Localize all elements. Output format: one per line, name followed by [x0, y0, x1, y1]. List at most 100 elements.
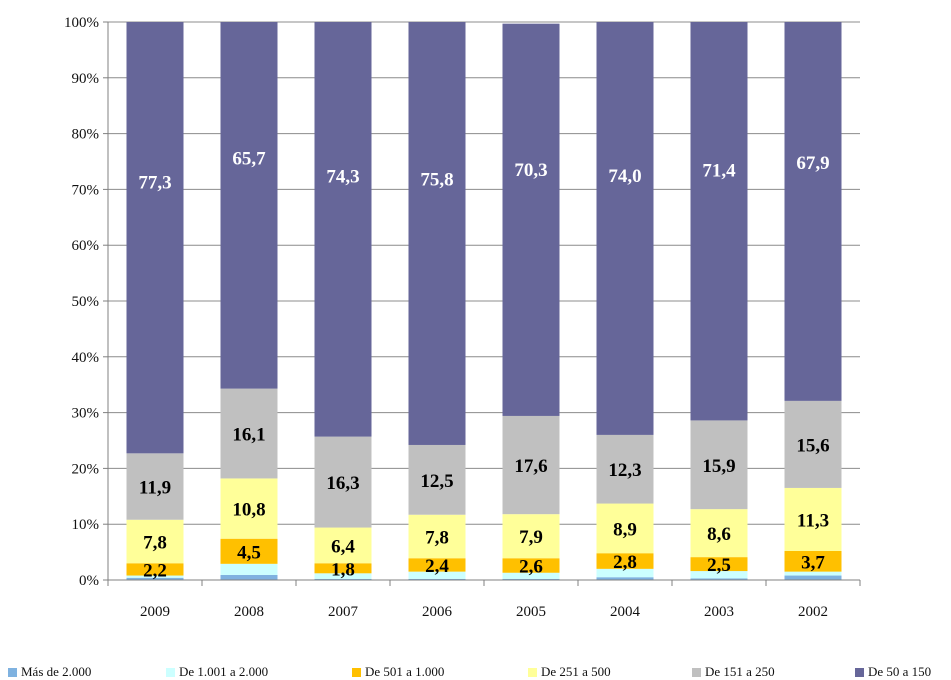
bar-segment [784, 571, 842, 576]
data-label: 7,8 [425, 527, 449, 548]
legend-label: De 251 a 500 [541, 664, 611, 679]
legend-label: De 50 a 150 [868, 664, 932, 679]
data-label: 71,4 [702, 160, 736, 181]
bar-segment [690, 578, 748, 580]
data-label: 67,9 [796, 153, 829, 174]
chart-legend: Más de 2.000 De 1.001 a 2.000 De 501 a 1.0… [8, 664, 951, 680]
data-label: 8,9 [613, 519, 637, 540]
bar-segment [126, 563, 184, 576]
data-label: 74,3 [326, 166, 359, 187]
y-tick-label: 10% [72, 517, 100, 533]
legend-label: Más de 2.000 [21, 664, 92, 679]
x-tick-label: 2006 [422, 604, 453, 620]
data-label: 1,8 [331, 559, 355, 580]
data-label: 16,1 [232, 425, 265, 446]
data-label: 15,9 [702, 456, 735, 477]
bar-segment [314, 573, 372, 579]
legend-item: De 151 a 250 [692, 664, 775, 680]
bar-segment [784, 487, 842, 551]
y-tick-label: 20% [72, 461, 100, 477]
bar-segment [502, 415, 560, 515]
y-tick-label: 60% [72, 238, 100, 254]
bar-segment [408, 514, 466, 559]
bar-segment [784, 550, 842, 572]
data-label: 77,3 [138, 173, 171, 194]
data-label: 7,8 [143, 532, 167, 553]
bar-segment [126, 453, 184, 520]
bar-segment [690, 509, 748, 558]
bar-segment [784, 575, 842, 580]
bar-segment [502, 558, 560, 573]
legend-item: De 1.001 a 2.000 [166, 664, 268, 680]
legend-swatch [692, 667, 701, 677]
x-tick-label: 2009 [140, 604, 170, 620]
data-label: 2,5 [707, 555, 731, 576]
legend-swatch [8, 667, 17, 677]
data-label: 70,3 [514, 160, 547, 181]
legend-item: De 251 a 500 [528, 664, 611, 680]
data-label: 12,5 [420, 471, 453, 492]
data-label: 11,3 [797, 510, 829, 531]
bar-segment [784, 400, 842, 488]
legend-item: Más de 2.000 [8, 664, 91, 680]
bar-segment [690, 420, 748, 510]
bar-segment [690, 571, 748, 579]
bar-segment [314, 436, 372, 528]
bar-segment [502, 514, 560, 559]
bar-segment [408, 22, 466, 445]
x-tick-label: 2005 [516, 604, 546, 620]
x-tick-label: 2008 [234, 604, 264, 620]
y-tick-label: 0% [79, 573, 99, 589]
bar-segment [220, 22, 278, 389]
data-label: 75,8 [420, 169, 453, 190]
bar-segment [314, 527, 372, 564]
bar-segment [502, 23, 560, 416]
bar-segment [220, 478, 278, 539]
bar-segment [126, 575, 184, 578]
legend-label: De 1.001 a 2.000 [179, 664, 269, 679]
data-label: 2,8 [613, 552, 637, 573]
bar-segment [502, 572, 560, 579]
bar-segment [314, 578, 372, 580]
bar-segment [314, 22, 372, 437]
data-label: 65,7 [232, 149, 266, 170]
data-label: 10,8 [232, 500, 265, 521]
bar-segment [220, 538, 278, 564]
bar-segment [220, 388, 278, 479]
legend-item: De 501 a 1.000 [352, 664, 444, 680]
y-tick-label: 50% [72, 294, 100, 310]
x-tick-label: 2002 [798, 604, 828, 620]
legend-swatch [855, 667, 864, 677]
bar-segment [502, 578, 560, 580]
bar-segment [408, 444, 466, 515]
y-tick-label: 30% [72, 406, 100, 422]
y-tick-label: 70% [72, 182, 100, 198]
data-label: 15,6 [796, 435, 829, 456]
legend-label: De 151 a 250 [705, 664, 775, 679]
y-tick-label: 100% [64, 15, 99, 31]
bar-segment [690, 22, 748, 421]
legend-swatch [166, 667, 175, 677]
bar-segment [408, 578, 466, 580]
bar-segment [596, 503, 654, 554]
data-label: 6,4 [331, 536, 355, 557]
bar-segment [126, 519, 184, 564]
bar-segment [784, 22, 842, 401]
legend-swatch [528, 667, 537, 677]
data-label: 2,2 [143, 560, 167, 581]
bar-segment [596, 434, 654, 504]
bar-segment [314, 563, 372, 574]
bar-segment [408, 558, 466, 572]
data-label: 16,3 [326, 473, 359, 494]
y-tick-label: 40% [72, 350, 100, 366]
legend-swatch [352, 667, 361, 677]
data-label: 17,6 [514, 456, 547, 477]
data-label: 4,5 [237, 542, 261, 563]
data-label: 8,6 [707, 524, 731, 545]
bar-segment [408, 571, 466, 579]
x-tick-label: 2007 [328, 604, 359, 620]
bar-segment [220, 563, 278, 575]
data-label: 2,6 [519, 556, 543, 577]
data-label: 12,3 [608, 460, 641, 481]
